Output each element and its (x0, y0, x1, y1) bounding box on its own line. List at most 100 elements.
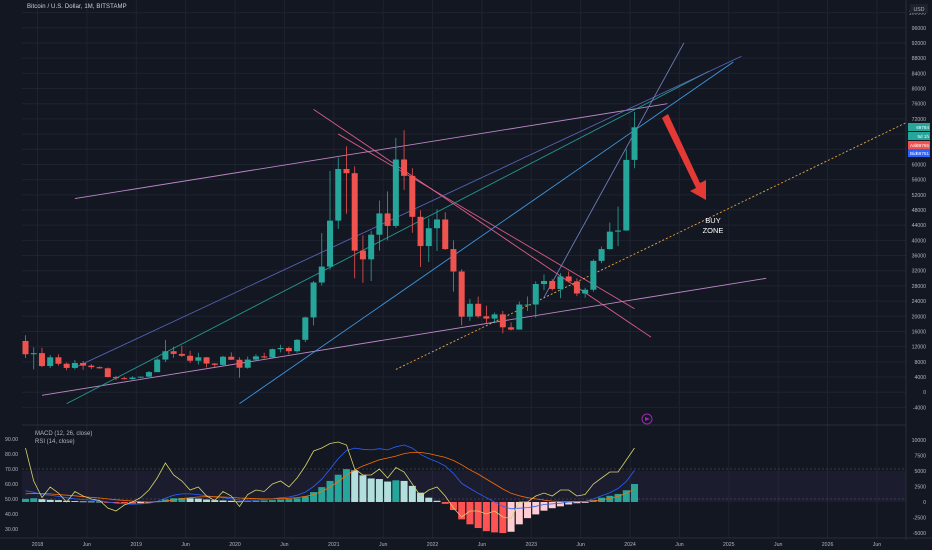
candle-body (359, 250, 366, 260)
candle-body (532, 284, 539, 305)
candle-body (154, 359, 161, 373)
macd-histogram-bar (318, 487, 326, 502)
price-tick-label: 96000 (912, 26, 927, 32)
trendline (74, 103, 668, 200)
macd-histogram-bar (334, 474, 342, 502)
rsi-band (22, 471, 906, 502)
macd-histogram-bar (301, 496, 309, 502)
candle-series (22, 112, 638, 381)
price-tag-bg (908, 141, 930, 149)
time-tick-label: 2018 (32, 542, 44, 548)
macd-tick-label: 2500 (914, 485, 926, 491)
candle-body (47, 357, 54, 367)
price-tag-bg (908, 149, 930, 157)
macd-histogram-bar (392, 480, 400, 502)
candle-body (598, 249, 605, 261)
macd-histogram-bar (367, 478, 375, 502)
price-tick-label: 60000 (912, 162, 927, 168)
candle-body (195, 357, 202, 361)
candle-body (310, 282, 317, 318)
candle-body (434, 219, 440, 229)
candle-body (582, 289, 589, 294)
chart-title[interactable]: Bitcoin / U.S. Dollar, 1M, BITSTAMP (27, 4, 127, 10)
time-tick-label: Jun (379, 542, 387, 548)
macd-histogram-bar (285, 499, 293, 502)
candle-body (417, 216, 424, 247)
price-tag-value: 69786 (916, 143, 929, 148)
rsi-tick-label: 30.00 (5, 527, 18, 533)
macd-histogram-bar (326, 480, 334, 502)
candle-body (450, 249, 457, 272)
macd-histogram-bar (499, 502, 507, 533)
candle-body (228, 356, 235, 360)
candle-body (499, 314, 506, 328)
candle-body (261, 356, 268, 358)
macd-histogram-bar (351, 470, 359, 502)
time-tick-label: 2019 (130, 542, 142, 548)
trendlines (41, 42, 907, 405)
price-tick-label: 4000 (914, 375, 926, 381)
price-tag-bg (908, 132, 930, 140)
candle-body (187, 355, 194, 361)
price-tick-label: -4000 (913, 405, 926, 411)
macd-histogram-bar (227, 500, 235, 502)
price-tick-label: 80000 (912, 87, 927, 93)
candle-body (540, 280, 547, 285)
macd-histogram-bar (293, 498, 301, 502)
price-tick-label: 24000 (912, 299, 927, 305)
macd-histogram-bar (507, 502, 515, 532)
price-tag-value: 5d 1h (918, 134, 930, 139)
candle-body (475, 303, 482, 317)
macd-histogram-bar (22, 498, 29, 502)
macd-histogram-bar (375, 479, 383, 502)
macd-histogram-bar (128, 502, 136, 504)
price-tick-label: 52000 (912, 193, 927, 199)
currency-badge[interactable] (910, 4, 928, 13)
macd-histogram-bar (54, 500, 62, 502)
rsi-tick-label: 40.00 (5, 512, 18, 518)
candle-body (573, 281, 580, 294)
macd-tick-label: -5000 (913, 531, 926, 537)
candle-body (384, 213, 391, 226)
candle-body (178, 353, 185, 356)
currency-label: USD (914, 7, 925, 13)
price-tick-label: 88000 (912, 56, 927, 62)
candle-body (236, 359, 243, 368)
macd-histogram-bar (203, 499, 211, 502)
time-tick-label: Jun (478, 542, 486, 548)
macd-histogram-bar (137, 502, 145, 504)
time-tick-label: Jun (280, 542, 288, 548)
candle-body (392, 159, 399, 226)
time-tick-label: 2022 (427, 542, 439, 548)
replay-icon[interactable] (641, 413, 653, 425)
candle-body (368, 234, 375, 260)
price-tick-label: 92000 (912, 41, 927, 47)
candle-body (491, 314, 498, 319)
candle-body (302, 317, 309, 340)
macd-histogram-bar (30, 498, 38, 502)
candle-body (252, 356, 259, 360)
candle-body (631, 127, 638, 160)
macd-histogram-bar (540, 502, 548, 511)
candle-body (623, 159, 630, 231)
candle-body (121, 378, 128, 380)
macd-histogram-bar (458, 502, 466, 520)
rsi-legend[interactable]: RSI (14, close) (35, 439, 75, 445)
time-tick-label: 2020 (229, 542, 241, 548)
macd-histogram-bar (573, 502, 581, 504)
macd-legend[interactable]: MACD (12, 26, close) (35, 431, 93, 437)
rsi-tick-label: 60.00 (5, 482, 18, 488)
candle-body (129, 377, 136, 380)
candle-body (458, 271, 465, 317)
macd-tick-label: 7500 (914, 454, 926, 460)
trendline (313, 109, 652, 338)
time-tick-label: 2021 (328, 542, 340, 548)
trendline (41, 277, 767, 396)
candle-body (343, 169, 350, 174)
trendline (338, 133, 635, 310)
macd-histogram-bar (260, 500, 268, 502)
macd-histogram-bar (38, 499, 46, 502)
time-tick-label: Jun (83, 542, 91, 548)
macd-tick-label: -2500 (913, 516, 926, 522)
